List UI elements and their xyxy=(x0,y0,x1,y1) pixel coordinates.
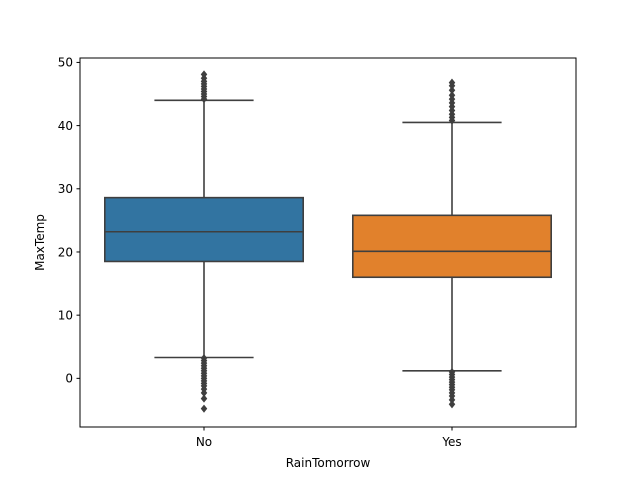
y-tick-label: 40 xyxy=(58,119,73,133)
outlier-point-low xyxy=(200,404,208,413)
iqr-box xyxy=(351,214,552,279)
y-tick-label: 20 xyxy=(58,245,73,259)
y-tick-label: 0 xyxy=(65,372,73,386)
boxes-layer xyxy=(104,70,552,413)
outlier-point-high xyxy=(448,78,456,87)
iqr-box xyxy=(104,196,304,263)
y-axis-label: MaxTemp xyxy=(33,214,47,271)
outlier-point-high xyxy=(448,91,456,100)
outlier-point-high xyxy=(448,86,456,95)
y-tick-label: 10 xyxy=(58,308,73,322)
y-tick-label: 50 xyxy=(58,56,73,70)
box-group-yes xyxy=(351,78,552,409)
x-axis-label: RainTomorrow xyxy=(286,456,371,470)
box-group-no xyxy=(104,70,304,413)
outlier-point-low xyxy=(200,394,208,403)
outlier-point-low xyxy=(448,400,456,409)
x-tick-label: No xyxy=(196,435,212,449)
x-axis: No Yes xyxy=(196,427,462,449)
x-tick-label: Yes xyxy=(441,435,461,449)
y-tick-label: 30 xyxy=(58,182,73,196)
plot-area-frame xyxy=(79,57,577,428)
outlier-point-high xyxy=(200,70,208,79)
y-axis: 0 10 20 30 40 50 xyxy=(58,56,80,386)
